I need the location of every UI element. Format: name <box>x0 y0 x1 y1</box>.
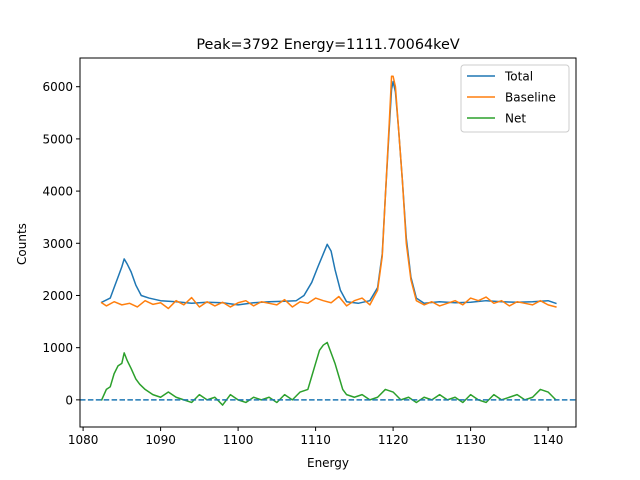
y-tick-label: 2000 <box>42 289 73 303</box>
x-tick-label: 1110 <box>300 433 331 447</box>
legend-box <box>460 64 570 133</box>
x-tick-label: 1130 <box>455 433 486 447</box>
x-axis-label: Energy <box>307 456 349 470</box>
y-tick-label: 6000 <box>42 80 73 94</box>
legend-label-baseline: Baseline <box>505 91 556 105</box>
x-tick-label: 1100 <box>223 433 254 447</box>
series-line-net <box>100 341 557 406</box>
axes: 1080 1090 1100 1110 1120 1130 1140 0 1000 2000 300… <box>42 57 577 447</box>
legend-label-total: Total <box>504 70 533 84</box>
series-line-baseline <box>100 75 557 310</box>
x-tick-label: 1090 <box>145 433 176 447</box>
y-tick-label: 3000 <box>42 237 73 251</box>
y-tick-label: 5000 <box>42 132 73 146</box>
y-tick-label: 4000 <box>42 185 73 199</box>
chart-title: Peak=3792 Energy=1111.70064keV <box>196 37 460 53</box>
legend: Total Baseline Net <box>460 64 570 133</box>
plot-area <box>80 75 576 406</box>
x-tick-label: 1140 <box>533 433 564 447</box>
axes-frame <box>79 57 577 428</box>
x-tick-label: 1080 <box>68 433 99 447</box>
x-tick-label: 1120 <box>378 433 409 447</box>
legend-label-net: Net <box>505 112 526 126</box>
y-axis-label: Counts <box>15 223 29 265</box>
y-tick-label: 1000 <box>42 341 73 355</box>
y-tick-label: 0 <box>65 393 73 407</box>
